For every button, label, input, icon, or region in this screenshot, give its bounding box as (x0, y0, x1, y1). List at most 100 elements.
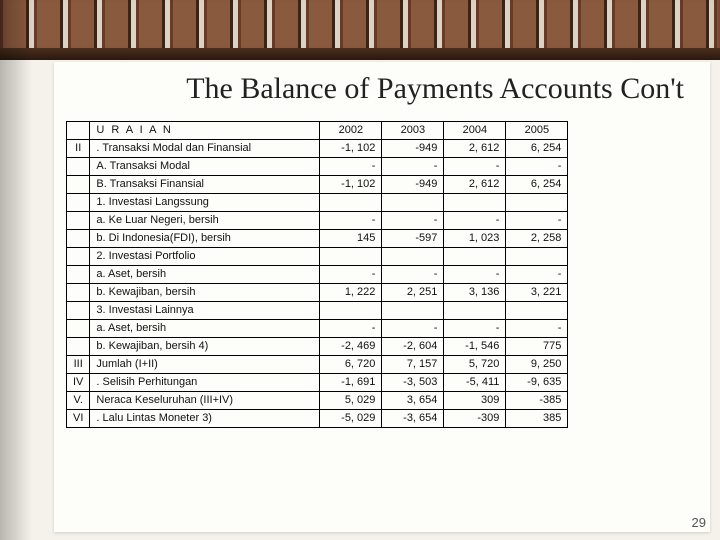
table-row: VI. Lalu Lintas Moneter 3)-5, 029-3, 654… (67, 409, 568, 427)
row-value: 3, 136 (444, 283, 506, 301)
row-value: - (320, 319, 382, 337)
row-index (67, 301, 90, 319)
row-index: V. (67, 391, 90, 409)
row-value (444, 193, 506, 211)
row-value: 3, 221 (506, 283, 568, 301)
row-desc: b. Kewajiban, bersih 4) (90, 337, 320, 355)
row-value: - (444, 319, 506, 337)
row-value (444, 247, 506, 265)
row-desc: b. Kewajiban, bersih (90, 283, 320, 301)
slide-paper: The Balance of Payments Accounts Con't U… (54, 62, 710, 532)
row-value: 1, 023 (444, 229, 506, 247)
row-value: 1, 222 (320, 283, 382, 301)
row-index (67, 175, 90, 193)
table-row: b. Kewajiban, bersih 4)-2, 469-2, 604-1,… (67, 337, 568, 355)
row-value: 385 (506, 409, 568, 427)
row-desc: 2. Investasi Portfolio (90, 247, 320, 265)
row-desc: Neraca Keseluruhan (III+IV) (90, 391, 320, 409)
row-value: - (382, 157, 444, 175)
row-index (67, 247, 90, 265)
balance-of-payments-table: U R A I A N 2002 2003 2004 2005 II. Tran… (66, 121, 568, 428)
table-row: a. Ke Luar Negeri, bersih---- (67, 211, 568, 229)
row-value: 2, 612 (444, 175, 506, 193)
header-year-2: 2004 (444, 121, 506, 139)
row-value: - (506, 319, 568, 337)
row-index: VI (67, 409, 90, 427)
row-value: - (506, 265, 568, 283)
row-value: -1, 691 (320, 373, 382, 391)
slide-frame-top (0, 0, 720, 60)
table-header-row: U R A I A N 2002 2003 2004 2005 (67, 121, 568, 139)
row-value: - (382, 265, 444, 283)
header-year-0: 2002 (320, 121, 382, 139)
header-index (67, 121, 90, 139)
table-row: IIIJumlah (I+II)6, 7207, 1575, 7209, 250 (67, 355, 568, 373)
row-value: - (444, 265, 506, 283)
table-row: b. Di Indonesia(FDI), bersih145-5971, 02… (67, 229, 568, 247)
row-desc: a. Ke Luar Negeri, bersih (90, 211, 320, 229)
row-desc: b. Di Indonesia(FDI), bersih (90, 229, 320, 247)
row-desc: . Transaksi Modal dan Finansial (90, 139, 320, 157)
table-row: II. Transaksi Modal dan Finansial-1, 102… (67, 139, 568, 157)
table-row: b. Kewajiban, bersih1, 2222, 2513, 1363,… (67, 283, 568, 301)
row-value: 145 (320, 229, 382, 247)
row-value (382, 247, 444, 265)
row-index (67, 157, 90, 175)
row-value: -2, 469 (320, 337, 382, 355)
table-row: 3. Investasi Lainnya (67, 301, 568, 319)
row-value: 7, 157 (382, 355, 444, 373)
table-row: A. Transaksi Modal---- (67, 157, 568, 175)
row-index (67, 211, 90, 229)
row-desc: 3. Investasi Lainnya (90, 301, 320, 319)
row-index (67, 265, 90, 283)
row-value (382, 301, 444, 319)
slide-title: The Balance of Payments Accounts Con't (54, 62, 710, 115)
row-value: -309 (444, 409, 506, 427)
row-value (382, 193, 444, 211)
row-value: 5, 720 (444, 355, 506, 373)
row-desc: Jumlah (I+II) (90, 355, 320, 373)
row-index (67, 193, 90, 211)
row-desc: A. Transaksi Modal (90, 157, 320, 175)
row-value: -597 (382, 229, 444, 247)
row-value: -3, 503 (382, 373, 444, 391)
row-desc: 1. Investasi Langssung (90, 193, 320, 211)
row-value: 2, 612 (444, 139, 506, 157)
row-value: 2, 258 (506, 229, 568, 247)
row-value (320, 301, 382, 319)
row-desc: . Selisih Perhitungan (90, 373, 320, 391)
row-value: - (320, 211, 382, 229)
row-value (320, 247, 382, 265)
header-desc: U R A I A N (90, 121, 320, 139)
row-index (67, 319, 90, 337)
row-index (67, 229, 90, 247)
table-row: a. Aset, bersih---- (67, 319, 568, 337)
row-value: 6, 254 (506, 175, 568, 193)
row-value: 2, 251 (382, 283, 444, 301)
row-value: - (506, 211, 568, 229)
table-row: a. Aset, bersih---- (67, 265, 568, 283)
row-value: -949 (382, 139, 444, 157)
row-value: - (382, 319, 444, 337)
table-row: IV. Selisih Perhitungan-1, 691-3, 503-5,… (67, 373, 568, 391)
row-value: 5, 029 (320, 391, 382, 409)
row-index (67, 337, 90, 355)
row-value: -3, 654 (382, 409, 444, 427)
row-index: II (67, 139, 90, 157)
row-value: 6, 254 (506, 139, 568, 157)
table-row: 1. Investasi Langssung (67, 193, 568, 211)
table-row: B. Transaksi Finansial-1, 102-9492, 6126… (67, 175, 568, 193)
row-value (506, 247, 568, 265)
slide-number: 29 (692, 515, 706, 530)
row-value (506, 301, 568, 319)
row-value: - (444, 157, 506, 175)
row-index: III (67, 355, 90, 373)
row-value: -1, 546 (444, 337, 506, 355)
header-year-1: 2003 (382, 121, 444, 139)
row-value: -9, 635 (506, 373, 568, 391)
row-value (506, 193, 568, 211)
row-desc: a. Aset, bersih (90, 319, 320, 337)
row-value: -2, 604 (382, 337, 444, 355)
row-index (67, 283, 90, 301)
row-value: 775 (506, 337, 568, 355)
